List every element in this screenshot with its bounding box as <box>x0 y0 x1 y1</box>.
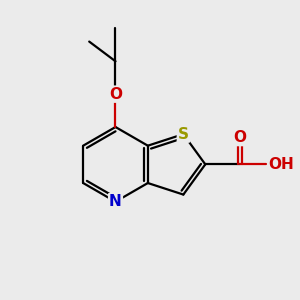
Text: O: O <box>109 87 122 102</box>
Text: N: N <box>109 194 122 209</box>
Text: OH: OH <box>268 157 294 172</box>
Text: S: S <box>178 127 189 142</box>
Text: O: O <box>233 130 246 145</box>
